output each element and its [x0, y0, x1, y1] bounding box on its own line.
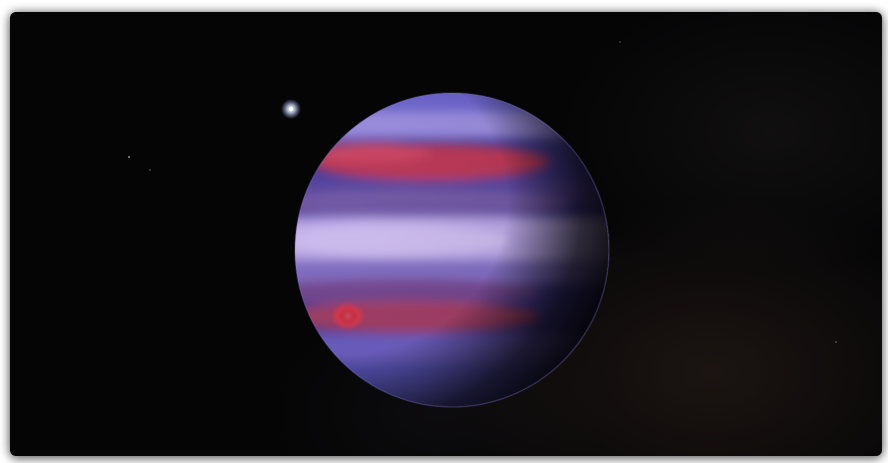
- star-icon: [619, 41, 621, 43]
- star-icon: [288, 106, 294, 112]
- space-scene: [128, 41, 837, 408]
- star-icon: [835, 341, 837, 343]
- star-icon: [149, 169, 151, 171]
- planet-icon: [294, 92, 610, 408]
- star-icon: [128, 156, 130, 158]
- star-field: [128, 41, 837, 343]
- image-frame: [10, 12, 882, 456]
